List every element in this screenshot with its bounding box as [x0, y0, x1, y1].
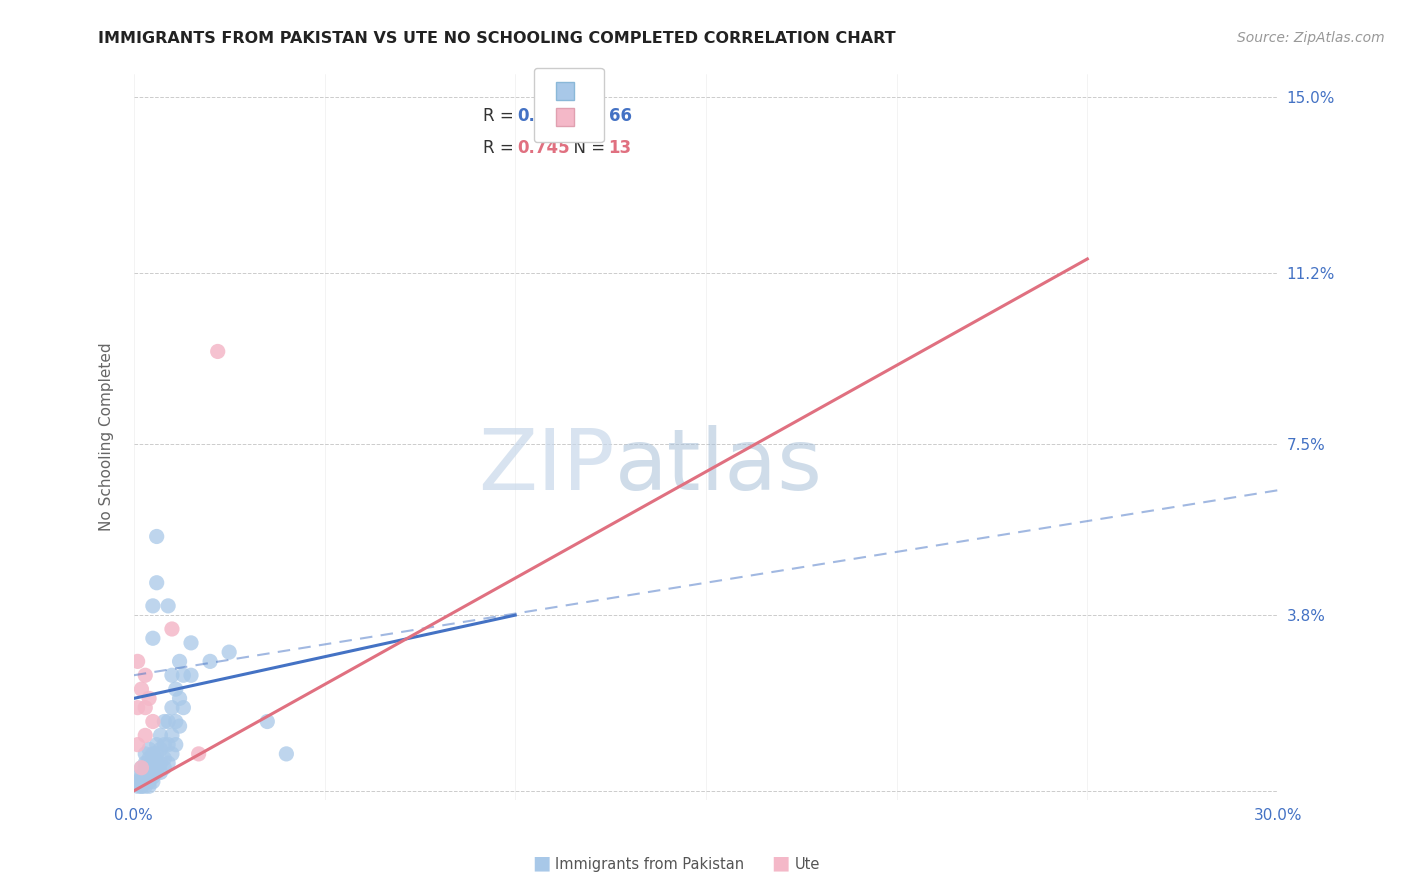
Point	[145, 756, 167, 771]
Point	[276, 747, 298, 761]
Point	[145, 765, 167, 780]
Point	[138, 761, 160, 775]
Point	[138, 779, 160, 793]
Text: Source: ZipAtlas.com: Source: ZipAtlas.com	[1237, 31, 1385, 45]
Point	[142, 599, 165, 613]
Point	[180, 668, 202, 682]
Point	[160, 622, 183, 636]
Point	[160, 700, 183, 714]
Point	[134, 700, 156, 714]
Text: ■: ■	[770, 854, 790, 872]
Point	[142, 756, 165, 771]
Point	[145, 529, 167, 543]
Y-axis label: No Schooling Completed: No Schooling Completed	[100, 343, 114, 532]
Point	[153, 751, 176, 765]
Point	[134, 747, 156, 761]
Text: atlas: atlas	[614, 425, 823, 508]
Point	[169, 691, 191, 706]
Text: R =: R =	[482, 139, 519, 157]
Point	[127, 770, 149, 784]
Point	[127, 774, 149, 789]
Point	[165, 682, 187, 697]
Point	[131, 682, 153, 697]
Point	[134, 756, 156, 771]
Point	[131, 770, 153, 784]
Text: ZIP: ZIP	[478, 425, 614, 508]
Legend: , : ,	[534, 68, 603, 142]
Point	[142, 774, 165, 789]
Point	[134, 668, 156, 682]
Point	[138, 774, 160, 789]
Point	[165, 738, 187, 752]
Text: Immigrants from Pakistan: Immigrants from Pakistan	[555, 857, 745, 872]
Point	[153, 761, 176, 775]
Point	[198, 654, 221, 668]
Text: 0.146: 0.146	[517, 107, 569, 125]
Text: Ute: Ute	[794, 857, 820, 872]
Point	[142, 765, 165, 780]
Point	[160, 747, 183, 761]
Point	[127, 738, 149, 752]
Point	[149, 756, 172, 771]
Point	[172, 668, 194, 682]
Point	[138, 770, 160, 784]
Point	[131, 779, 153, 793]
Point	[149, 765, 172, 780]
Point	[134, 728, 156, 742]
Point	[160, 668, 183, 682]
Point	[134, 779, 156, 793]
Point	[145, 575, 167, 590]
Point	[131, 761, 153, 775]
Point	[172, 700, 194, 714]
Text: IMMIGRANTS FROM PAKISTAN VS UTE NO SCHOOLING COMPLETED CORRELATION CHART: IMMIGRANTS FROM PAKISTAN VS UTE NO SCHOO…	[98, 31, 896, 46]
Point	[149, 742, 172, 756]
Point	[160, 728, 183, 742]
Point	[134, 770, 156, 784]
Point	[142, 714, 165, 729]
Point	[127, 654, 149, 668]
Point	[157, 738, 180, 752]
Point	[149, 728, 172, 742]
Point	[131, 774, 153, 789]
Point	[138, 742, 160, 756]
Point	[131, 761, 153, 775]
Point	[138, 765, 160, 780]
Text: 66: 66	[609, 107, 631, 125]
Point	[169, 719, 191, 733]
Text: N =: N =	[562, 107, 610, 125]
Point	[145, 738, 167, 752]
Point	[127, 700, 149, 714]
Point	[169, 654, 191, 668]
Point	[157, 714, 180, 729]
Point	[145, 747, 167, 761]
Point	[153, 738, 176, 752]
Point	[134, 765, 156, 780]
Point	[134, 774, 156, 789]
Point	[142, 751, 165, 765]
Point	[127, 779, 149, 793]
Point	[157, 756, 180, 771]
Point	[142, 770, 165, 784]
Point	[180, 636, 202, 650]
Point	[138, 691, 160, 706]
Point	[157, 599, 180, 613]
Point	[165, 714, 187, 729]
Point	[153, 714, 176, 729]
Point	[131, 779, 153, 793]
Point	[134, 761, 156, 775]
Point	[187, 747, 209, 761]
Point	[138, 751, 160, 765]
Text: ■: ■	[531, 854, 551, 872]
Point	[218, 645, 240, 659]
Text: N =: N =	[562, 139, 610, 157]
Text: 13: 13	[609, 139, 631, 157]
Point	[256, 714, 278, 729]
Text: 0.745: 0.745	[517, 139, 569, 157]
Point	[142, 747, 165, 761]
Text: R =: R =	[482, 107, 519, 125]
Point	[142, 632, 165, 646]
Point	[207, 344, 229, 359]
